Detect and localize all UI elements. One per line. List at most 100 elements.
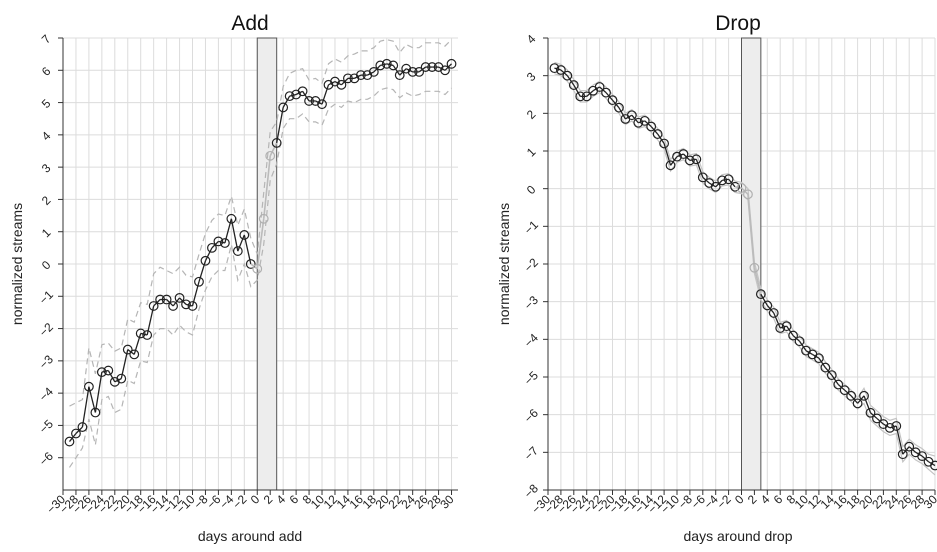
data-point: [897, 449, 908, 460]
x-tick-label: 6: [287, 492, 302, 507]
data-point: [891, 421, 902, 431]
data-point: [213, 236, 224, 247]
data-point: [768, 308, 779, 318]
data-point: [833, 379, 844, 390]
series-segment: [367, 71, 375, 76]
series-layer: [549, 61, 937, 476]
x-tick-label: 4: [274, 492, 289, 507]
series-segment: [554, 67, 562, 71]
data-point: [427, 62, 437, 72]
data-point: [710, 181, 721, 192]
series-segment: [863, 395, 872, 414]
event-window-band: [741, 37, 762, 491]
data-point: [884, 422, 895, 433]
data-point: [368, 66, 379, 77]
series-segment: [566, 75, 575, 86]
series-segment: [818, 357, 826, 368]
data-point: [859, 390, 869, 401]
data-point: [414, 66, 425, 77]
series-segment: [734, 185, 742, 189]
data-point: [594, 82, 605, 92]
data-point: [343, 73, 353, 84]
x-axis-label: days around drop: [684, 528, 793, 544]
data-point: [336, 79, 347, 90]
y-tick-label: −4: [36, 384, 56, 404]
y-tick-label: −3: [36, 352, 56, 372]
data-point: [252, 263, 263, 274]
y-tick-label: 5: [39, 96, 54, 111]
series-segment: [315, 100, 323, 105]
data-point: [161, 294, 172, 305]
data-point: [930, 460, 937, 471]
series-segment: [328, 81, 336, 86]
x-tick-label: 0: [732, 492, 747, 507]
data-point: [64, 436, 75, 447]
data-point: [226, 213, 237, 224]
chart-title: Drop: [715, 12, 761, 35]
y-tick-label: 1: [39, 225, 54, 240]
data-point: [122, 344, 133, 355]
data-point: [556, 65, 566, 75]
series-segment: [107, 370, 116, 383]
series-segment: [94, 372, 103, 413]
data-point: [90, 407, 101, 418]
data-point: [614, 102, 624, 113]
data-point: [814, 353, 824, 364]
y-tick-label: 4: [524, 32, 539, 47]
data-point: [245, 259, 256, 269]
data-point: [730, 181, 740, 192]
series-segment: [282, 95, 291, 108]
data-point: [575, 91, 586, 102]
series-segment: [657, 133, 665, 144]
y-tick-label: −1: [521, 217, 541, 237]
y-tick-label: −5: [36, 417, 56, 437]
series-segment: [218, 240, 226, 244]
data-point: [826, 370, 837, 381]
data-point: [775, 323, 786, 333]
data-point: [187, 301, 198, 311]
series-segment: [850, 395, 859, 404]
data-point: [723, 174, 734, 185]
series-segment: [386, 63, 394, 67]
series-segment: [760, 293, 768, 306]
data-point: [304, 96, 314, 106]
y-tick-label: 3: [524, 69, 539, 84]
data-point: [755, 289, 766, 300]
series-segment: [198, 260, 207, 282]
data-point: [394, 70, 405, 81]
series-segment: [243, 234, 252, 265]
y-tick-label: 0: [524, 182, 539, 197]
series-segment: [689, 158, 697, 162]
series-segment: [262, 155, 272, 219]
data-point: [672, 151, 682, 162]
data-point: [440, 65, 450, 76]
series-segment: [812, 353, 820, 359]
y-tick-label: −7: [521, 443, 541, 463]
series-segment: [780, 325, 787, 329]
data-point: [116, 373, 127, 384]
axes: −8−7−6−5−4−3−2−101234−30−28−26−24−22−20−…: [521, 32, 937, 517]
data-point: [381, 58, 392, 69]
y-tick-label: 2: [524, 107, 539, 122]
data-point: [388, 60, 399, 71]
data-point: [820, 362, 831, 373]
data-point: [355, 70, 366, 81]
data-point: [232, 246, 243, 256]
ci-lower-line: [69, 87, 452, 468]
data-point: [549, 63, 560, 74]
data-point: [917, 451, 927, 462]
series-segment: [650, 126, 659, 135]
series-segment: [101, 369, 109, 373]
series-segment: [392, 65, 401, 76]
data-point: [839, 385, 850, 396]
series-segment: [773, 312, 781, 329]
data-point: [743, 189, 753, 200]
event-window-rect: [741, 37, 762, 491]
series-segment: [728, 178, 736, 188]
series-segment: [883, 423, 891, 429]
series-segment: [592, 86, 600, 92]
y-tick-label: 6: [39, 64, 54, 79]
x-tick-label: 2: [745, 492, 760, 507]
y-axis-label: normalized streams: [496, 203, 512, 325]
x-tick-label: 0: [248, 492, 263, 507]
